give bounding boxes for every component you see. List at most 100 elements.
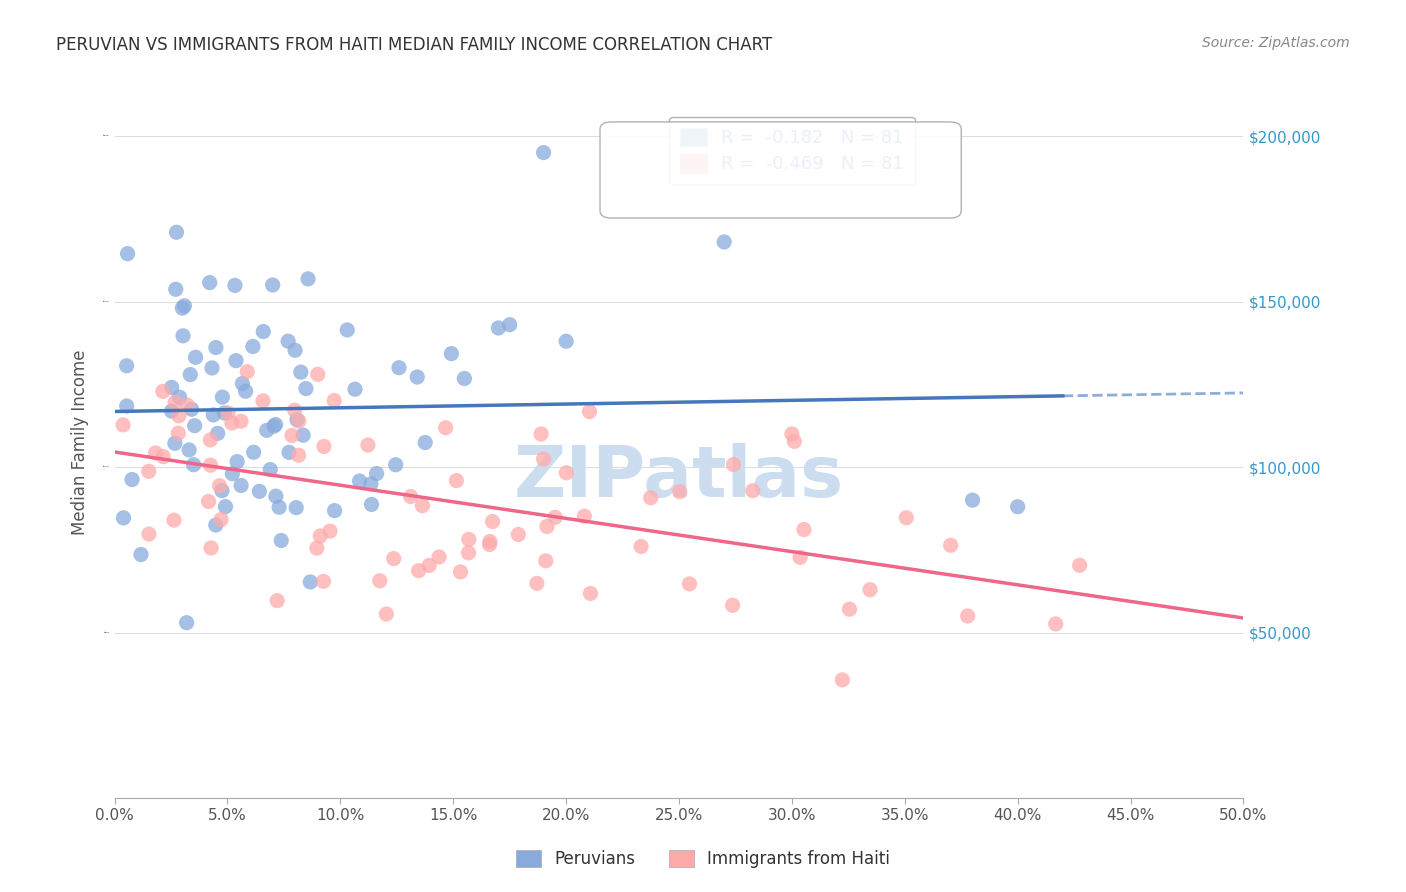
Peruvians (207, 426, 229, 441)
Peruvians (440, 346, 463, 360)
Peruvians (290, 365, 312, 379)
Peruvians (160, 404, 183, 418)
Immigrants from Haiti (312, 574, 335, 589)
Immigrants from Haiti (450, 565, 472, 579)
Peruvians (225, 353, 247, 368)
Immigrants from Haiti (200, 433, 222, 447)
Immigrants from Haiti (200, 541, 222, 555)
Peruvians (117, 246, 139, 260)
Peruvians (360, 476, 382, 491)
Peruvians (214, 500, 236, 514)
Peruvians (160, 380, 183, 394)
Peruvians (226, 455, 249, 469)
Immigrants from Haiti (287, 414, 309, 428)
Peruvians (115, 399, 138, 413)
Peruvians (129, 548, 152, 562)
Immigrants from Haiti (236, 365, 259, 379)
Peruvians (343, 382, 366, 396)
Peruvians (121, 473, 143, 487)
Legend: Peruvians, Immigrants from Haiti: Peruvians, Immigrants from Haiti (509, 843, 897, 875)
Peruvians (299, 574, 322, 589)
Immigrants from Haiti (536, 519, 558, 533)
Peruvians (388, 360, 411, 375)
Peruvians (292, 428, 315, 442)
Immigrants from Haiti (723, 458, 745, 472)
Peruvians (413, 435, 436, 450)
Immigrants from Haiti (783, 434, 806, 449)
Immigrants from Haiti (481, 515, 503, 529)
Text: PERUVIAN VS IMMIGRANTS FROM HAITI MEDIAN FAMILY INCOME CORRELATION CHART: PERUVIAN VS IMMIGRANTS FROM HAITI MEDIAN… (56, 36, 772, 54)
Immigrants from Haiti (209, 512, 232, 526)
Peruvians (205, 341, 228, 355)
Peruvians (264, 489, 287, 503)
Peruvians (336, 323, 359, 337)
Immigrants from Haiti (382, 551, 405, 566)
Immigrants from Haiti (152, 450, 174, 464)
Immigrants from Haiti (741, 483, 763, 498)
Immigrants from Haiti (200, 458, 222, 472)
FancyBboxPatch shape (600, 122, 962, 218)
Immigrants from Haiti (357, 438, 380, 452)
Immigrants from Haiti (859, 582, 882, 597)
Peruvians (221, 467, 243, 481)
Peruvians (284, 343, 307, 358)
Immigrants from Haiti (281, 428, 304, 442)
Immigrants from Haiti (165, 395, 187, 409)
Peruvians (713, 235, 735, 249)
Peruvians (176, 615, 198, 630)
Immigrants from Haiti (678, 577, 700, 591)
Peruvians (366, 467, 388, 481)
Peruvians (169, 390, 191, 404)
Immigrants from Haiti (640, 491, 662, 505)
Immigrants from Haiti (408, 564, 430, 578)
Peruvians (499, 318, 522, 332)
Peruvians (179, 442, 201, 457)
Immigrants from Haiti (163, 513, 186, 527)
Peruvians (183, 418, 205, 433)
Peruvians (184, 351, 207, 365)
Immigrants from Haiti (399, 490, 422, 504)
Immigrants from Haiti (578, 404, 600, 418)
Immigrants from Haiti (544, 510, 567, 524)
Immigrants from Haiti (939, 538, 962, 552)
Immigrants from Haiti (368, 574, 391, 588)
Immigrants from Haiti (176, 398, 198, 412)
Immigrants from Haiti (221, 416, 243, 430)
Peruvians (112, 511, 135, 525)
Peruvians (1007, 500, 1029, 514)
Peruvians (165, 282, 187, 296)
Text: Source: ZipAtlas.com: Source: ZipAtlas.com (1202, 36, 1350, 50)
Immigrants from Haiti (217, 406, 239, 420)
Immigrants from Haiti (555, 466, 578, 480)
Immigrants from Haiti (309, 529, 332, 543)
Peruvians (270, 533, 292, 548)
Immigrants from Haiti (721, 599, 744, 613)
Immigrants from Haiti (418, 558, 440, 573)
Immigrants from Haiti (530, 427, 553, 442)
Immigrants from Haiti (793, 523, 815, 537)
Peruvians (235, 384, 257, 399)
Peruvians (183, 458, 205, 472)
Immigrants from Haiti (579, 586, 602, 600)
Immigrants from Haiti (167, 426, 190, 441)
Immigrants from Haiti (789, 550, 811, 565)
Immigrants from Haiti (112, 417, 135, 432)
Peruvians (360, 497, 382, 511)
Immigrants from Haiti (478, 534, 501, 549)
Peruvians (295, 382, 318, 396)
Peruvians (555, 334, 578, 349)
Immigrants from Haiti (457, 546, 479, 560)
Immigrants from Haiti (152, 384, 174, 399)
Peruvians (173, 299, 195, 313)
Peruvians (247, 484, 270, 499)
Immigrants from Haiti (287, 448, 309, 462)
Immigrants from Haiti (1045, 616, 1067, 631)
Immigrants from Haiti (411, 499, 433, 513)
Peruvians (278, 445, 301, 459)
Peruvians (349, 474, 371, 488)
Immigrants from Haiti (266, 593, 288, 607)
Immigrants from Haiti (533, 452, 555, 467)
Immigrants from Haiti (630, 540, 652, 554)
Immigrants from Haiti (284, 403, 307, 417)
Immigrants from Haiti (375, 607, 398, 621)
